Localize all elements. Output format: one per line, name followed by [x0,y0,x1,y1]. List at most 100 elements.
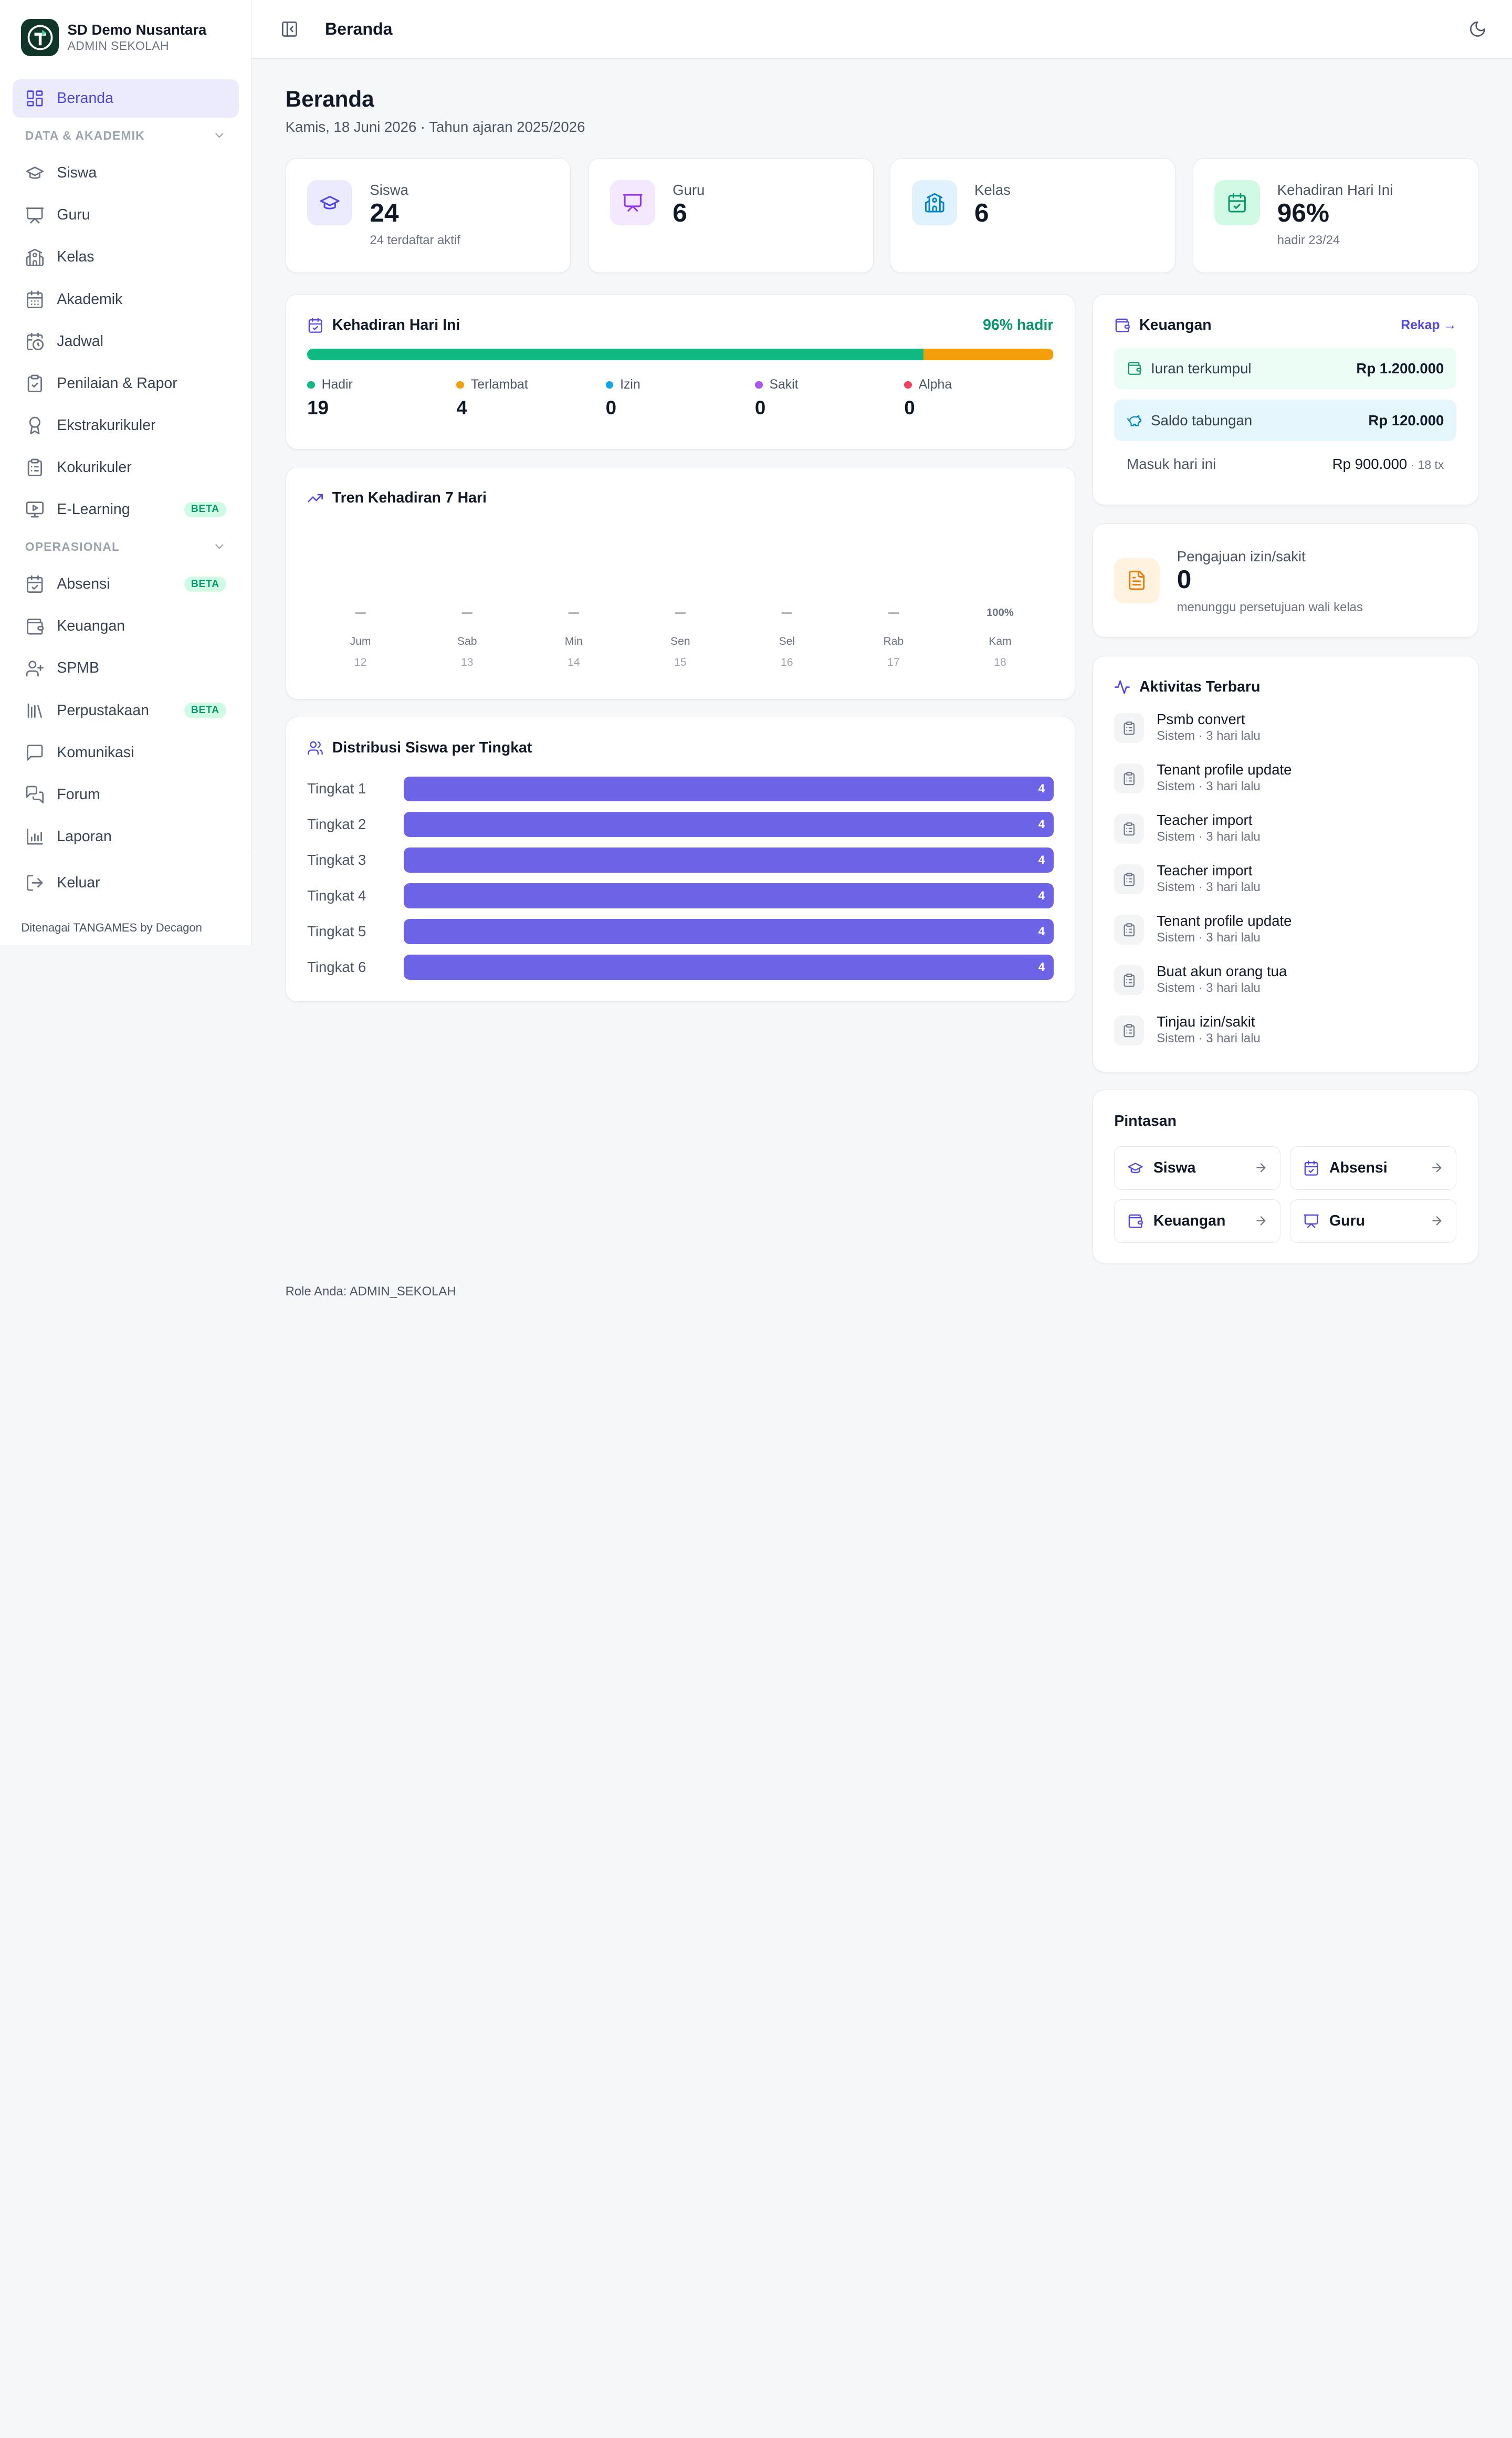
trend-value: — [781,607,792,619]
sidebar-item-keuangan[interactable]: Keuangan [13,607,239,645]
trend-day-label: Sen [670,635,690,647]
attendance-stat-alpha: Alpha 0 [904,378,1053,419]
sidebar-footer: Keluar Ditenagai TANGAMES by Decagon [0,851,251,935]
graduation-cap-icon [25,163,45,183]
shortcut-absensi[interactable]: Absensi [1290,1146,1457,1190]
sidebar-nav: Beranda DATA & AKADEMIK Siswa Guru Kelas Ak… [0,79,251,856]
stat-label: Guru [673,182,705,198]
finance-rekap-link[interactable]: Rekap → [1401,318,1457,332]
sidebar-item-kokurikuler[interactable]: Kokurikuler [13,448,239,487]
activity-title: Teacher import [1157,862,1253,878]
activity-icon [1114,679,1130,695]
sidebar-item-jadwal[interactable]: Jadwal [13,322,239,360]
trend-value: — [461,607,472,619]
trend-day-jum: — Jum 12 [307,607,414,669]
logout-button[interactable]: Keluar [13,864,239,902]
powered-by: Ditenagai TANGAMES by Decagon [21,921,202,935]
shortcut-keuangan[interactable]: Keuangan [1114,1199,1281,1243]
trend-value: 100% [986,607,1014,619]
app: SD Demo Nusantara ADMIN SEKOLAH Beranda … [0,0,1512,1299]
sidebar-item-siswa[interactable]: Siswa [13,154,239,192]
beta-badge: BETA [184,577,226,592]
sidebar-item-absensi[interactable]: Absensi BETA [13,565,239,603]
dark-mode-toggle-icon[interactable] [1468,20,1487,38]
clipboard-list-icon [25,458,45,477]
sidebar-item-e-learning[interactable]: E-Learning BETA [13,490,239,529]
calendar-icon [25,290,45,309]
school-name: SD Demo Nusantara [67,22,207,38]
trend-value: — [568,607,579,619]
sidebar-item-akademik[interactable]: Akademik [13,280,239,318]
activity-meta: Sistem · 3 hari lalu [1157,930,1261,945]
sidebar-item-laporan[interactable]: Laporan [13,817,239,855]
users-icon [307,740,323,756]
attendance-progress-bar [307,348,1054,360]
attendance-count: 19 [307,397,329,419]
stat-label: Kelas [974,182,1011,198]
distribution-value: 4 [1038,889,1045,903]
stat-value: 6 [974,198,989,228]
sidebar-item-spmb[interactable]: SPMB [13,649,239,687]
sidebar-item-kelas[interactable]: Kelas [13,238,239,276]
sidebar-item-penilaian-rapor[interactable]: Penilaian & Rapor [13,364,239,402]
legend-dot [456,381,465,389]
shortcut-siswa[interactable]: Siswa [1114,1146,1281,1190]
section-data-akademik[interactable]: DATA & AKADEMIK [13,121,239,150]
distribution-bar: 4 [403,776,1054,802]
recent-activity-card: Aktivitas Terbaru Psmb convert Sistem · 3… [1092,655,1478,1073]
sidebar-item-label: Siswa [57,164,97,182]
izin-sakit-card[interactable]: Pengajuan izin/sakit 0 menunggu persetuj… [1092,524,1478,638]
topbar-title: Beranda [324,19,393,39]
distribution-row-tingkat-2: Tingkat 2 4 [307,807,1054,842]
shortcut-grid: Siswa Absensi Keuangan Guru [1114,1146,1457,1243]
sidebar-item-label: Guru [57,206,90,224]
attendance-label: Terlambat [470,378,528,392]
trend-date-label: 16 [781,656,793,669]
distribution-row-tingkat-6: Tingkat 6 4 [307,949,1054,985]
shortcut-guru[interactable]: Guru [1290,1199,1457,1243]
beta-badge: BETA [184,703,226,718]
graduation-cap-icon [1127,1160,1143,1176]
section-operasional[interactable]: OPERASIONAL [13,532,239,561]
brand[interactable]: SD Demo Nusantara ADMIN SEKOLAH [0,0,251,59]
trend-day-min: — Min 14 [520,607,627,669]
shortcut-label: Keuangan [1153,1212,1226,1229]
toggle-sidebar-icon[interactable] [280,20,299,38]
arrow-right-icon [1430,1214,1444,1228]
activity-meta: Sistem · 3 hari lalu [1157,981,1261,995]
attendance-count: 4 [456,397,467,419]
attendance-count: 0 [904,397,915,419]
activity-title: Tenant profile update [1157,761,1292,778]
calendar-check-icon [1303,1160,1319,1176]
calendar-check-icon [25,574,45,594]
distribution-track: 4 [403,955,1054,980]
distribution-label: Tingkat 6 [307,959,366,976]
sidebar-item-label: Jadwal [57,332,103,350]
sidebar-item-label: Ekstrakurikuler [57,416,156,434]
school-logo-icon [21,18,59,57]
arrow-right-icon [1254,1161,1268,1175]
section-label: OPERASIONAL [25,539,120,553]
trend-date-label: 13 [460,656,474,669]
trend-date-label: 14 [567,656,580,669]
sidebar-item-guru[interactable]: Guru [13,196,239,234]
presentation-icon [610,180,656,225]
attendance-trend-card: Tren Kehadiran 7 Hari — Jum 12 — Sab 13 — Min 14… [285,466,1075,699]
masuk-row: Masuk hari ini Rp 900.000 · 18 tx [1114,456,1456,473]
clipboard-icon [1114,1016,1144,1046]
sidebar-item-forum[interactable]: Forum [13,775,239,813]
school-icon [911,180,957,225]
sidebar-item-label: Komunikasi [57,744,134,761]
sidebar-item-beranda[interactable]: Beranda [12,79,239,118]
trend-day-rab: — Rab 17 [840,607,947,669]
page-title: Beranda [285,87,374,112]
sidebar-item-perpustakaan[interactable]: Perpustakaan BETA [13,691,239,729]
activity-title: Buat akun orang tua [1157,962,1287,979]
topbar: Beranda [251,0,1512,59]
user-plus-icon [25,659,45,678]
sidebar-item-ekstrakurikuler[interactable]: Ekstrakurikuler [13,406,239,444]
sidebar-item-komunikasi[interactable]: Komunikasi [13,733,239,771]
attendance-percent: 96% hadir [983,317,1054,334]
piggy-bank-icon [1127,413,1142,428]
